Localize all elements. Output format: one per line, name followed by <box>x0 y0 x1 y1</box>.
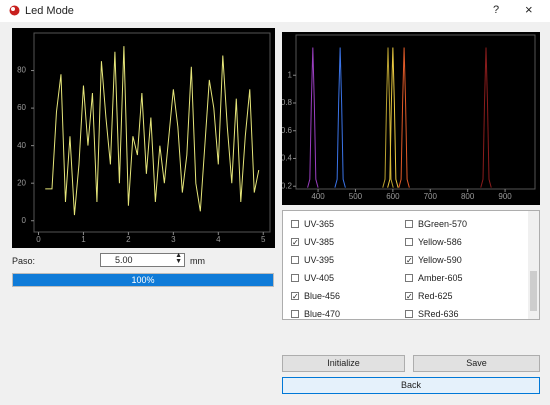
x-tick-label: 1 <box>81 235 86 244</box>
led-label: BGreen-570 <box>418 219 468 229</box>
x-tick-label: 600 <box>386 192 400 201</box>
x-tick-label: 4 <box>216 235 221 244</box>
checkbox[interactable]: ✓ <box>291 292 299 301</box>
led-label: Blue-456 <box>304 291 341 301</box>
series-line <box>45 46 260 216</box>
checkbox[interactable] <box>405 238 413 246</box>
x-tick-label: 5 <box>261 235 266 244</box>
progress-track: 100% <box>12 273 274 287</box>
led-label: UV-405 <box>304 273 335 283</box>
checkbox[interactable] <box>291 220 299 228</box>
led-label: Red-625 <box>418 291 453 301</box>
paso-label: Paso: <box>12 256 36 266</box>
y-tick-label: 0 <box>22 216 27 225</box>
y-tick-label: 80 <box>17 66 26 75</box>
led-label: Amber-605 <box>418 273 463 283</box>
checkbox[interactable] <box>291 274 299 282</box>
help-button[interactable]: ? <box>493 4 500 16</box>
progress-fill <box>13 274 273 286</box>
checkbox[interactable] <box>405 310 413 318</box>
back-button[interactable]: Back <box>282 377 540 394</box>
led-label: UV-365 <box>304 219 335 229</box>
led-label: UV-395 <box>304 255 335 265</box>
checkbox[interactable] <box>405 220 413 228</box>
led-label: Yellow-590 <box>418 255 462 265</box>
led-label: Blue-470 <box>304 309 341 319</box>
x-tick-label: 0 <box>36 235 41 244</box>
spinner[interactable]: ▲ ▼ <box>175 252 182 265</box>
series-line <box>382 47 394 188</box>
series-line <box>480 47 492 188</box>
checkbox[interactable]: ✓ <box>405 292 413 301</box>
app-icon <box>9 5 20 16</box>
y-tick-label: 20 <box>17 178 26 187</box>
series-line <box>387 47 399 188</box>
x-tick-label: 400 <box>311 192 325 201</box>
series-line <box>307 47 319 188</box>
x-tick-label: 2 <box>126 235 131 244</box>
spectrum-chart: 400 500 600 700 800 900 0.2 0.4 0.6 0.8 1 <box>282 32 540 205</box>
y-tick-label: 0.4 <box>282 154 293 163</box>
scrollbar[interactable] <box>528 211 539 319</box>
paso-input[interactable]: 5.00 ▲ ▼ <box>100 252 185 267</box>
y-tick-label: 0.6 <box>282 126 293 135</box>
series-line <box>334 47 346 188</box>
y-tick-label: 0.2 <box>282 181 293 190</box>
plot-frame <box>33 32 271 233</box>
plot-frame <box>295 34 536 190</box>
title-bar: Led Mode ? × <box>0 0 550 22</box>
save-button[interactable]: Save <box>413 355 540 372</box>
checkbox[interactable]: ✓ <box>291 238 299 247</box>
led-label: Yellow-586 <box>418 237 462 247</box>
x-tick-label: 700 <box>424 192 438 201</box>
window-title: Led Mode <box>25 5 74 17</box>
y-tick-label: 1 <box>288 70 293 79</box>
close-button[interactable]: × <box>525 2 533 17</box>
checkbox[interactable]: ✓ <box>405 256 413 265</box>
x-tick-label: 900 <box>498 192 512 201</box>
paso-value: 5.00 <box>115 255 133 265</box>
x-tick-label: 800 <box>461 192 475 201</box>
led-label: SRed-636 <box>418 309 459 319</box>
y-tick-label: 0.8 <box>282 98 293 107</box>
led-list: UV-365 BGreen-570 ✓ UV-385 Yellow-586 UV-395 ✓… <box>282 210 540 320</box>
progress-label: 100% <box>131 275 155 285</box>
checkbox[interactable] <box>291 310 299 318</box>
y-tick-label: 60 <box>17 103 26 112</box>
paso-unit: mm <box>190 256 205 266</box>
checkbox[interactable] <box>405 274 413 282</box>
scan-chart: 0 1 2 3 4 5 0 20 40 60 80 <box>12 28 275 248</box>
checkbox[interactable] <box>291 256 299 264</box>
x-tick-label: 500 <box>349 192 363 201</box>
led-label: UV-385 <box>304 237 335 247</box>
scroll-thumb[interactable] <box>530 271 537 311</box>
series-line <box>398 47 410 188</box>
initialize-button[interactable]: Initialize <box>282 355 405 372</box>
x-tick-label: 3 <box>171 235 176 244</box>
y-tick-label: 40 <box>17 141 26 150</box>
